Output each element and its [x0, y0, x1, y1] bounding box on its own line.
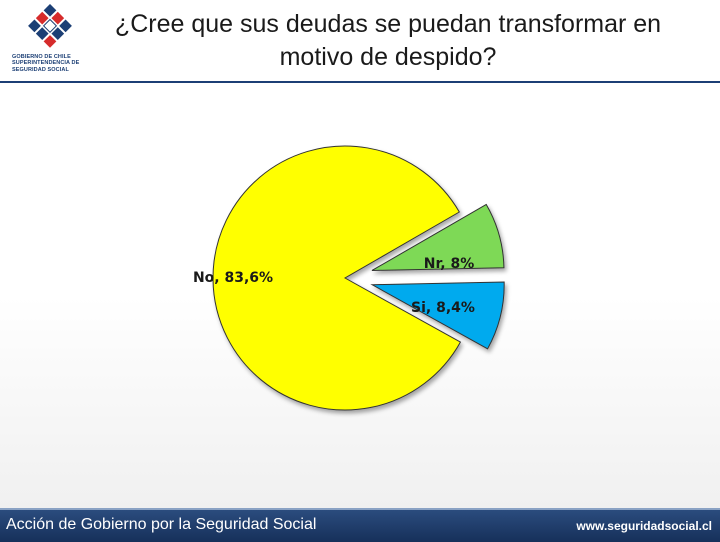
- data-label-no: No, 83,6%: [193, 270, 273, 286]
- logo-line3: SEGURIDAD SOCIAL: [12, 66, 69, 73]
- logo-line1: GOBIERNO DE CHILE: [12, 54, 71, 60]
- pie-chart: Nr, 8% Si, 8,4% No, 83,6%: [193, 145, 505, 411]
- title-line1: ¿Cree que sus deudas se puedan transform…: [114, 10, 662, 38]
- logo: GOBIERNO DE CHILE SUPERINTENDENCIA DE SE…: [12, 4, 88, 78]
- footer-slogan: Acción de Gobierno por la Seguridad Soci…: [6, 516, 317, 533]
- pie-labels: Nr, 8% Si, 8,4% No, 83,6%: [193, 256, 475, 316]
- pie-slice-no: [212, 145, 462, 411]
- footer-website-link[interactable]: www.seguridadsocial.cl: [576, 519, 712, 533]
- chilean-government-emblem-icon: [28, 4, 72, 48]
- pie-slice-nr: [371, 203, 505, 271]
- footer: Acción de Gobierno por la Seguridad Soci…: [0, 508, 720, 542]
- page-title: ¿Cree que sus deudas se puedan transform…: [78, 8, 698, 74]
- header: GOBIERNO DE CHILE SUPERINTENDENCIA DE SE…: [0, 0, 720, 83]
- logo-line2: SUPERINTENDENCIA DE: [12, 60, 80, 67]
- pie-slices: [212, 145, 505, 411]
- logo-text: GOBIERNO DE CHILE SUPERINTENDENCIA DE SE…: [12, 54, 88, 73]
- data-label-nr: Nr, 8%: [424, 256, 475, 272]
- data-label-si: Si, 8,4%: [411, 300, 475, 316]
- header-divider: [0, 81, 720, 83]
- title-line2: motivo de despido?: [279, 43, 497, 71]
- pie-slice-si: [370, 281, 505, 350]
